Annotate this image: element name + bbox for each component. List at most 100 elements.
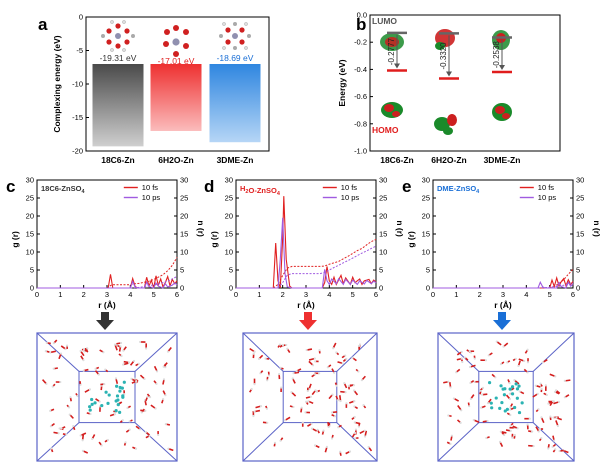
box-edge <box>242 422 284 462</box>
panel-b-category-label: 6H2O-Zn <box>431 155 466 165</box>
molecule-atom <box>498 440 502 443</box>
panel-a-category-label: 18C6-Zn <box>101 155 135 165</box>
gap-arrow-head <box>499 64 505 70</box>
ion-mark <box>121 395 125 399</box>
molecule-atom <box>144 409 147 412</box>
rdf-xtick-label: 4 <box>524 290 528 299</box>
panel-b-ytick-label: -0.6 <box>354 92 367 101</box>
ion-mark <box>115 384 119 388</box>
panel-a-value-label: -17.01 eV <box>158 56 195 66</box>
molecule-atom <box>119 341 123 345</box>
molecule-atom <box>460 350 463 353</box>
molecule-atom <box>552 416 555 419</box>
rdf-xtick-label: 0 <box>431 290 435 299</box>
molecule-atom <box>313 357 316 360</box>
molecule-atom <box>311 364 315 367</box>
dme-zn-molecule-icon <box>219 22 251 50</box>
molecule-atom <box>540 387 543 390</box>
molecule-atom <box>508 397 512 401</box>
molecule-atom <box>253 410 256 413</box>
molecule-atom <box>79 434 82 437</box>
molecule-atom <box>528 417 531 420</box>
molecule-atom <box>97 373 100 376</box>
molecule-atom <box>354 428 358 431</box>
rdf-ytick-label-right: 30 <box>379 176 387 185</box>
molecule-atom <box>283 419 287 422</box>
molecule-atom <box>267 374 271 377</box>
ion-mark <box>499 384 503 388</box>
rdf-ytick-label-left: 20 <box>225 212 233 221</box>
molecule-atom <box>121 419 124 422</box>
molecule-atom <box>353 405 356 408</box>
molecule-atom <box>300 406 303 409</box>
molecule-atom <box>335 351 338 354</box>
rdf-xlabel: r (Å) <box>494 300 512 310</box>
molecule-atom <box>552 439 556 442</box>
molecule-atom <box>266 379 269 382</box>
rdf-series-line <box>236 196 377 289</box>
molecule-atom <box>154 407 157 410</box>
rdf-ytick-label-left: 25 <box>225 194 233 203</box>
molecule-atom <box>339 450 342 453</box>
molecule-atom <box>447 380 450 383</box>
molecule-atom <box>322 429 325 432</box>
molecule-atom <box>468 350 471 353</box>
molecule-atom <box>469 381 472 385</box>
molecule-atom <box>143 377 146 381</box>
molecule-atom <box>281 343 285 347</box>
ion-mark <box>114 399 118 403</box>
molecule-atom <box>517 364 520 368</box>
molecule-atom <box>508 392 511 395</box>
molecule-atom <box>164 423 167 426</box>
molecule-atom <box>45 382 48 386</box>
molecule-atom <box>264 357 267 360</box>
ion-mark <box>118 410 122 414</box>
rdf-title-subscript: 4 <box>277 191 281 197</box>
molecule-atom <box>253 383 256 386</box>
molecule-atom <box>479 389 483 392</box>
rdf-ytick-label-right: 0 <box>180 284 184 293</box>
gap-value-label: -0.2777 <box>387 38 396 66</box>
molecule-atom <box>113 413 117 416</box>
molecule-atom <box>526 371 529 374</box>
molecule-atom <box>259 372 262 375</box>
panel-label-c: c <box>6 177 15 196</box>
molecule-atom <box>469 397 472 400</box>
molecule-atom <box>499 430 502 433</box>
ion-mark <box>510 385 515 389</box>
molecule-atom <box>348 450 352 453</box>
molecule-atom <box>257 357 261 360</box>
rdf-coordination-line <box>106 257 178 289</box>
molecule-atom <box>481 393 484 396</box>
rdf-series-line <box>236 217 377 289</box>
molecule-atom <box>128 428 131 431</box>
box-edge <box>336 422 378 462</box>
ion-mark <box>510 392 515 396</box>
molecule-atom <box>459 421 462 424</box>
molecule-atom <box>146 395 149 398</box>
molecule-atom <box>59 352 63 355</box>
rdf-ylabel-left: g (r) <box>10 231 20 248</box>
molecule-atom <box>352 384 356 387</box>
molecule-atom <box>50 447 53 450</box>
rdf-series-line <box>37 280 178 289</box>
molecule-atom <box>563 396 566 399</box>
molecule-atom <box>449 442 452 446</box>
molecule-atom <box>114 377 118 380</box>
ion-mark <box>505 407 510 411</box>
molecule-atom <box>547 402 550 405</box>
molecule-atom <box>343 381 346 385</box>
rdf-ytick-label-left: 5 <box>30 266 34 275</box>
ion-mark <box>487 381 492 385</box>
molecule-atom <box>44 350 47 353</box>
rdf-xtick-label: 0 <box>35 290 39 299</box>
molecule-atom <box>553 390 557 393</box>
molecule-atom <box>480 406 483 409</box>
molecule-atom <box>253 350 256 353</box>
molecule-atom <box>447 414 450 417</box>
molecule-atom <box>452 397 455 400</box>
molecule-atom <box>345 357 348 360</box>
molecule-atom <box>291 377 294 380</box>
rdf-xtick-label: 5 <box>351 290 355 299</box>
